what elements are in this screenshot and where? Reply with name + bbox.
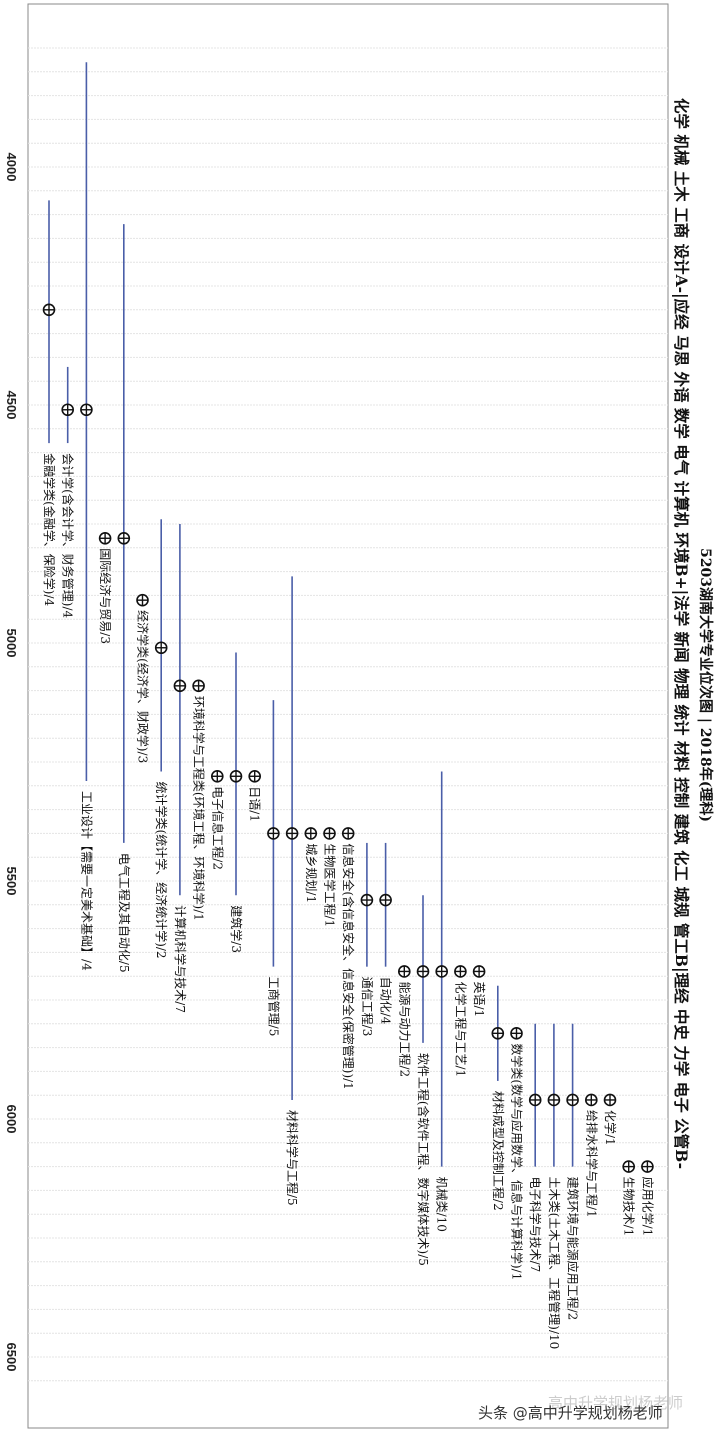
major-label: 建筑环境与能源应用工程/2 (566, 1177, 581, 1321)
rank-marker (416, 965, 430, 978)
rank-marker (603, 1093, 617, 1107)
major-label: 国际经济与贸易/3 (98, 548, 113, 644)
grid-lines (28, 47, 668, 1382)
rank-axis: 4000 4500 5000 5500 6000 6500 (4, 153, 19, 1372)
rank-marker (491, 1027, 505, 1040)
major-label: 给排水科学与工程/1 (584, 1110, 599, 1218)
major-label: 城乡规划/1 (304, 843, 319, 903)
major-label: 经济学类(经济学、财政学)/3 (136, 610, 151, 763)
major-label: 建筑学/3 (229, 905, 244, 953)
major-label: 电子科学与技术/7 (528, 1177, 543, 1273)
rank-marker (379, 893, 392, 907)
major-label: 英语/1 (472, 981, 486, 1017)
rank-marker (584, 1093, 598, 1107)
rank-marker (454, 965, 467, 978)
major-label: 会计学(含会计学、财务管理)/4 (61, 453, 76, 618)
chart-title: 5203湖南大学专业位次图 | 2018年(理科) (697, 548, 714, 822)
watermark-faint: 高中升学规划杨老师 (548, 1394, 683, 1412)
major-label: 工商管理/5 (266, 977, 281, 1037)
rank-marker (173, 679, 187, 693)
rank-marker (248, 769, 261, 783)
rank-marker (323, 827, 336, 840)
rank-marker (117, 531, 131, 545)
rank-marker (42, 303, 56, 317)
major-label: 电气工程及其自动化/5 (117, 853, 132, 973)
rank-marker (510, 1027, 523, 1040)
major-label: 工业设计【需要一定美术基础】/4 (79, 791, 94, 971)
rank-marker (528, 1093, 542, 1107)
rank-marker (61, 403, 74, 417)
rank-markers (42, 303, 654, 1173)
major-label: 数学类(数学与应用数学、信息与计算科学)/1 (510, 1043, 525, 1280)
rank-marker (547, 1093, 561, 1107)
axis-tick-label: 6500 (4, 1343, 19, 1372)
major-label: 能源与动力工程/2 (397, 981, 412, 1077)
rank-marker (472, 965, 486, 978)
major-label: 日语/1 (248, 786, 262, 822)
axis-tick-label: 5500 (4, 867, 19, 896)
axis-tick-label: 5000 (4, 629, 19, 658)
rank-marker (211, 769, 224, 783)
watermark: 头条 @高中升学规划杨老师 (478, 1404, 663, 1422)
major-label: 土木类(土木工程、工程管理)/10 (547, 1177, 562, 1350)
major-label: 软件工程(含软件工程、数字媒体技术)/5 (416, 1053, 431, 1266)
major-label: 生物技术/1 (622, 1177, 636, 1237)
rank-marker (154, 641, 168, 655)
major-label: 电子信息工程/2 (210, 786, 225, 870)
major-label: 金融学类(金融学、保险学)/4 (42, 453, 57, 606)
major-label: 统计学类(统计学、经济统计学)/2 (154, 782, 169, 959)
axis-tick-label: 6000 (4, 1105, 19, 1134)
rank-marker (98, 531, 112, 545)
major-label: 生物医学工程/1 (323, 843, 338, 927)
major-label: 信息安全(含信息安全、信息安全(保密管理))/1 (341, 843, 356, 1089)
major-label: 材料科学与工程/5 (285, 1110, 300, 1206)
major-labels: 金融学类(金融学、保险学)/4 会计学(含会计学、财务管理)/4 工业设计【需要一定… (42, 453, 655, 1349)
rank-marker (80, 403, 93, 417)
major-label: 环境科学与工程类(环境工程、环境科学)/1 (192, 696, 207, 921)
rank-marker (285, 827, 299, 840)
rank-marker (229, 769, 243, 783)
major-label: 应用化学/1 (640, 1177, 655, 1237)
rank-marker (566, 1093, 579, 1107)
major-label: 化学/1 (603, 1110, 618, 1146)
axis-tick-label: 4500 (4, 391, 19, 420)
major-label: 自动化/4 (379, 977, 393, 1025)
rank-marker (622, 1160, 636, 1173)
rank-marker (136, 593, 149, 607)
rank-marker (360, 893, 374, 907)
axis-tick-label: 4000 (4, 153, 19, 182)
major-label: 材料成型及控制工程/2 (491, 1091, 506, 1211)
rank-marker (267, 827, 280, 840)
rank-marker (341, 827, 355, 840)
major-label: 化学工程与工艺/1 (453, 981, 468, 1077)
rank-marker (397, 965, 411, 978)
rank-marker (435, 965, 449, 978)
chart-subtitle: 化学 机械 土木 工商 设计A-|应经 马思 外语 数学 电气 计算机 环境B+… (672, 98, 691, 1169)
rank-marker (641, 1160, 654, 1173)
major-label: 通信工程/3 (360, 977, 375, 1037)
major-label: 计算机科学与技术/7 (173, 905, 188, 1013)
rank-marker (192, 679, 205, 693)
rank-marker (304, 827, 318, 840)
major-label: 机械类/10 (435, 1177, 450, 1232)
